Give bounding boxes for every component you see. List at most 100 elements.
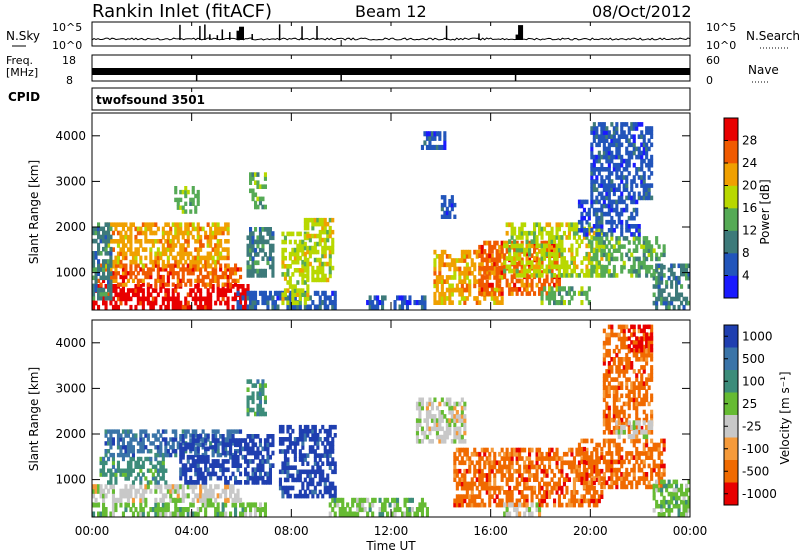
scatter-cell (595, 196, 598, 201)
scatter-cell (229, 447, 232, 452)
scatter-cell (628, 138, 631, 143)
scatter-cell (321, 474, 324, 479)
scatter-cell (324, 250, 327, 255)
scatter-cell (635, 485, 638, 490)
scatter-cell (124, 484, 127, 489)
scatter-cell (575, 490, 578, 495)
scatter-cell (458, 267, 461, 272)
scatter-cell (144, 502, 147, 507)
scatter-cell (471, 258, 474, 263)
scatter-cell (227, 279, 230, 283)
scatter-cell (428, 410, 431, 415)
scatter-cell (531, 287, 534, 292)
scatter-cell (237, 459, 240, 464)
scatter-cell (615, 472, 618, 477)
scatter-cell (618, 236, 621, 241)
scatter-cell (593, 494, 596, 499)
scatter-cell (324, 226, 327, 231)
scatter-cell (590, 451, 593, 456)
scatter-cell (109, 433, 112, 437)
scatter-cell (289, 256, 292, 261)
scatter-cell (673, 272, 676, 277)
scatter-cell (314, 474, 317, 479)
scatter-cell (159, 305, 162, 310)
scatter-cell (162, 457, 165, 461)
scatter-cell (167, 275, 170, 279)
scatter-cell (237, 291, 240, 296)
scatter-cell (613, 244, 616, 249)
scatter-cell (394, 300, 397, 305)
power-colorbar-label: Power [dB] (758, 179, 772, 244)
scatter-cell (105, 433, 108, 437)
scatter-cell (625, 236, 628, 241)
scatter-cell (384, 295, 387, 300)
scatter-cell (204, 451, 207, 456)
scatter-cell (117, 243, 120, 248)
scatter-cell (603, 179, 606, 184)
scatter-cell (608, 192, 611, 197)
scatter-cell (124, 507, 127, 512)
freq-trace (92, 68, 690, 81)
scatter-cell (431, 402, 434, 407)
scatter-cell (570, 244, 573, 249)
scatter-cell (628, 130, 631, 135)
scatter-cell (568, 235, 571, 240)
scatter-cell (167, 288, 170, 293)
scatter-cell (551, 469, 554, 474)
scatter-cell (269, 467, 272, 472)
scatter-cell (653, 272, 656, 277)
scatter-cell (202, 429, 205, 433)
scatter-cell (456, 456, 459, 461)
scatter-cell (536, 239, 539, 244)
scatter-cell (645, 439, 648, 444)
scatter-cell (501, 300, 504, 305)
scatter-cell (650, 257, 653, 262)
scatter-cell (319, 295, 322, 300)
scatter-cell (516, 486, 519, 491)
noise-right-tick-bottom: 10^0 (706, 39, 736, 52)
scatter-cell (441, 398, 444, 403)
scatter-cell (563, 231, 566, 236)
scatter-cell (301, 441, 304, 446)
scatter-cell (306, 270, 309, 275)
scatter-cell (608, 196, 611, 201)
scatter-cell (286, 301, 289, 306)
scatter-cell (483, 503, 486, 508)
scatter-cell (239, 442, 242, 447)
scatter-cell (321, 494, 324, 499)
scatter-cell (583, 460, 586, 465)
scatter-cell (306, 274, 309, 279)
scatter-cell (346, 502, 349, 507)
scatter-cell (189, 264, 192, 269)
scatter-cell (541, 460, 544, 465)
scatter-cell (321, 461, 324, 466)
scatter-cell (648, 175, 651, 180)
scatter-cell (249, 379, 252, 384)
scatter-cell (546, 486, 549, 491)
scatter-cell (97, 222, 100, 227)
scatter-cell (227, 252, 230, 257)
scatter-cell (670, 280, 673, 285)
scatter-cell (254, 472, 257, 477)
y-tick-label: 2000 (55, 220, 86, 234)
scatter-cell (157, 480, 160, 484)
scatter-cell (620, 232, 623, 237)
scatter-cell (608, 269, 611, 274)
scatter-cell (678, 276, 681, 281)
scatter-cell (159, 445, 162, 449)
scatter-cell (132, 449, 135, 453)
scatter-cell (306, 494, 309, 499)
scatter-cell (224, 502, 227, 507)
scatter-cell (648, 192, 651, 197)
scatter-cell (169, 227, 172, 232)
scatter-cell (583, 485, 586, 490)
scatter-cell (167, 507, 170, 512)
scatter-cell (157, 292, 160, 297)
scatter-cell (212, 256, 215, 261)
scatter-cell (214, 264, 217, 269)
scatter-cell (197, 222, 200, 227)
scatter-cell (247, 260, 250, 265)
scatter-cell (625, 476, 628, 481)
scatter-cell (95, 276, 98, 281)
scatter-cell (590, 244, 593, 249)
